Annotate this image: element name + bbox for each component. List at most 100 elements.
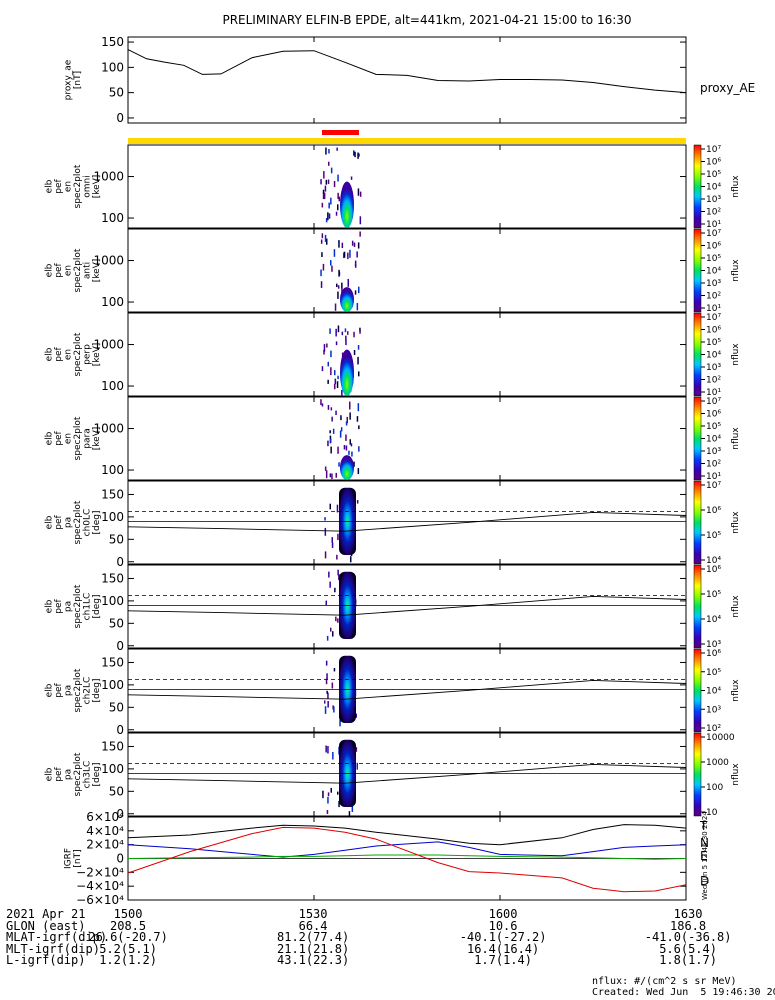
flux-speckle <box>323 192 326 200</box>
y-tick-label: 50 <box>109 616 124 630</box>
flux-speckle <box>345 421 348 426</box>
ylabel-pa_ch0: elbpefpaspec2plotch0LC[deg] <box>44 500 102 544</box>
colorbar-label: nflux <box>731 343 741 366</box>
colorbar-tick-label: 10⁵ <box>706 254 721 264</box>
panel-pa_ch3: elbpefpaspec2plotch3LC[deg]1501005001000… <box>44 732 741 821</box>
colorbar-tick-label: 10⁷ <box>706 313 721 323</box>
flux-speckle <box>335 341 338 346</box>
flux-speckle <box>343 251 346 258</box>
flux-speckle <box>340 415 342 421</box>
flux-enhancement <box>340 455 354 480</box>
flux-speckle <box>331 537 333 543</box>
flux-speckle <box>337 291 339 299</box>
flux-speckle <box>327 701 329 708</box>
flux-speckle <box>341 389 343 398</box>
y-tick-label: 4×10⁴ <box>86 824 124 838</box>
flux-speckle <box>326 238 328 245</box>
flux-speckle <box>340 427 343 432</box>
flux-speckle <box>326 810 329 814</box>
colorbar-tick-label: 10⁷ <box>706 481 721 491</box>
flux-speckle <box>357 152 359 159</box>
ylabel-pa_ch0-line: pef <box>54 514 64 529</box>
y-tick-label: 100 <box>101 678 124 692</box>
panel-frame <box>127 36 687 124</box>
panel-frame <box>127 144 687 229</box>
flux-enhancement <box>340 287 354 312</box>
flux-speckle <box>337 192 339 199</box>
flux-speckle <box>356 416 359 422</box>
y-tick-label: 0 <box>116 807 124 821</box>
panel-igrf: IGRF[nT]6×10⁴4×10⁴2×10⁴0−2×10⁴−4×10⁴−6×1… <box>63 810 709 907</box>
flux-speckle <box>357 468 360 475</box>
loss-cone-curve <box>127 595 687 616</box>
colorbar-tick-label: 100 <box>706 783 723 793</box>
ylabel-spec_anti-line: pef <box>54 262 64 277</box>
annotation-value: 26.6(-20.7) <box>88 930 168 945</box>
ylabel-spec_omni-line: spec2plot <box>73 164 83 208</box>
ylabel-spec_perp-line: elb <box>44 347 54 361</box>
colorbar-tick-label: 10⁶ <box>706 410 721 420</box>
flux-speckle <box>338 574 340 581</box>
ylabel-spec_para-line: [keV] <box>92 427 102 451</box>
flux-speckle <box>358 371 360 377</box>
flux-speckle <box>337 446 339 454</box>
flux-speckle <box>334 303 337 311</box>
flux-speckle <box>334 370 336 376</box>
flux-speckle <box>321 252 323 258</box>
flux-speckle <box>337 325 340 333</box>
ylabel-pa_ch1-line: [deg] <box>92 595 102 619</box>
ylabel-pa_ch1-line: spec2plot <box>73 584 83 628</box>
annotation-value: 66.4 <box>298 918 328 933</box>
flux-speckle <box>320 399 322 405</box>
panel-frame <box>127 312 687 397</box>
colorbar-label: nflux <box>731 679 741 702</box>
ylabel-spec_anti: elbpefenspec2plotanti[keV] <box>44 248 102 292</box>
flux-speckle <box>322 189 325 194</box>
flux-speckle <box>338 269 340 277</box>
ylabel-spec_perp: elbpefenspec2plotperp[keV] <box>44 332 102 376</box>
flux-speckle <box>355 747 358 752</box>
flux-enhancement <box>340 349 354 397</box>
flux-speckle <box>336 504 339 513</box>
flux-speckle <box>322 192 325 200</box>
proxy-ae-legend: proxy_AE <box>700 81 755 95</box>
flux-speckle <box>328 202 330 209</box>
colorbar-tick-label: 10³ <box>706 705 721 715</box>
flux-speckle <box>337 204 339 211</box>
flux-speckle <box>328 213 331 219</box>
colorbar-tick-label: 10⁶ <box>706 506 721 516</box>
igrf-series-N <box>127 841 687 858</box>
flux-speckle <box>336 147 338 151</box>
flux-speckle <box>320 281 323 288</box>
annotation-value: 1530 <box>298 907 328 921</box>
colorbar-tick-label: 10⁵ <box>706 170 721 180</box>
flux-speckle <box>322 790 324 799</box>
flux-speckle <box>354 260 357 267</box>
flux-speckle <box>357 345 360 350</box>
flux-speckle <box>336 554 338 560</box>
y-tick-label: 100 <box>101 463 124 477</box>
colorbar-tick-label: 10⁶ <box>706 158 721 168</box>
flux-speckle <box>338 800 340 808</box>
flux-speckle <box>356 500 359 504</box>
flux-speckle <box>349 249 351 258</box>
flux-speckle <box>332 428 335 434</box>
panel-pa_ch0: elbpefpaspec2plotch0LC[deg]15010050010⁷1… <box>44 480 741 569</box>
flux-speckle <box>326 673 328 680</box>
flux-speckle <box>330 407 333 411</box>
flux-speckle <box>332 631 334 637</box>
flux-speckle <box>357 356 359 365</box>
ylabel-spec_perp-line: perp <box>82 344 92 365</box>
panel-frame <box>127 732 687 817</box>
flux-speckle <box>335 410 337 416</box>
flux-speckle <box>329 581 331 588</box>
annotation-row-label: MLAT-igrf(dip) <box>6 930 108 945</box>
ylabel-pa_ch0-line: spec2plot <box>73 500 83 544</box>
y-tick-label: 100 <box>101 762 124 776</box>
flux-speckle <box>330 197 332 205</box>
ylabel-pa_ch1-line: elb <box>44 599 54 613</box>
panel-proxy_ae: proxy_ae[nT] 150 100 50 0 proxy_AE <box>63 35 755 125</box>
colorbar-tick-label: 10¹ <box>706 220 721 230</box>
y-tick-label: 150 <box>101 655 124 669</box>
